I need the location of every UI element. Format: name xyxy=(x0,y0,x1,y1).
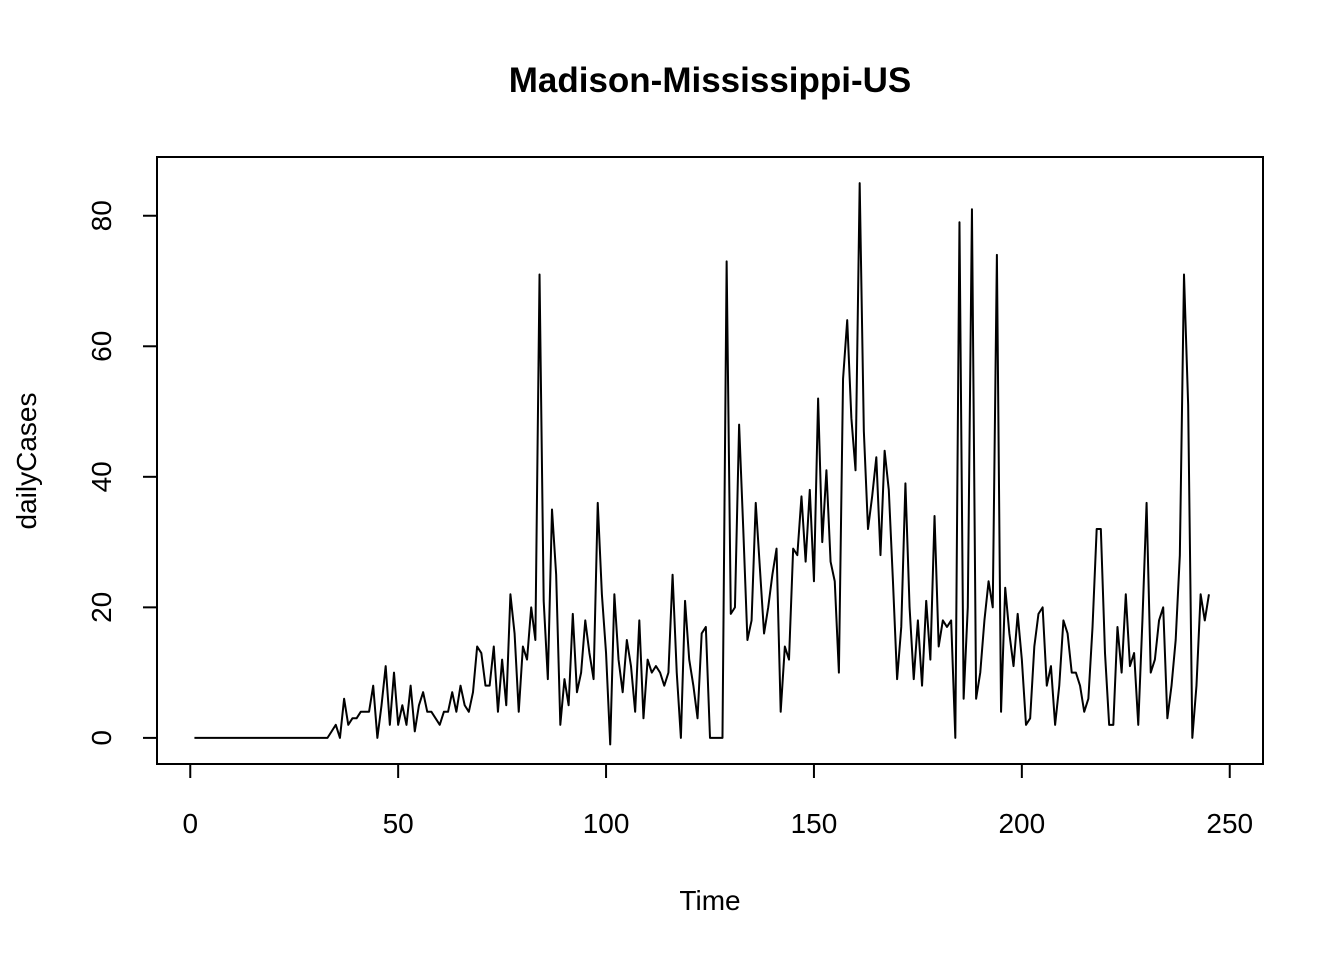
x-tick-label: 0 xyxy=(182,808,198,839)
chart-title: Madison-Mississippi-US xyxy=(509,61,912,100)
x-axis-label: Time xyxy=(679,885,740,916)
series-line xyxy=(194,182,1210,746)
x-tick-label: 100 xyxy=(583,808,630,839)
series-layer xyxy=(194,182,1210,746)
x-tick-label: 200 xyxy=(998,808,1045,839)
y-tick-label: 60 xyxy=(86,331,117,362)
y-tick-label: 80 xyxy=(86,200,117,231)
x-tick-label: 50 xyxy=(383,808,414,839)
plot-frame xyxy=(156,156,1264,765)
y-tick-label: 20 xyxy=(86,592,117,623)
y-axis: 0 20 40 60 80 xyxy=(86,200,158,746)
x-tick-label: 250 xyxy=(1206,808,1253,839)
y-tick-label: 40 xyxy=(86,461,117,492)
x-tick-label: 150 xyxy=(791,808,838,839)
y-axis-label: dailyCases xyxy=(11,393,42,530)
x-axis: 0 50 100 150 200 250 xyxy=(182,763,1253,839)
y-tick-label: 0 xyxy=(86,730,117,746)
